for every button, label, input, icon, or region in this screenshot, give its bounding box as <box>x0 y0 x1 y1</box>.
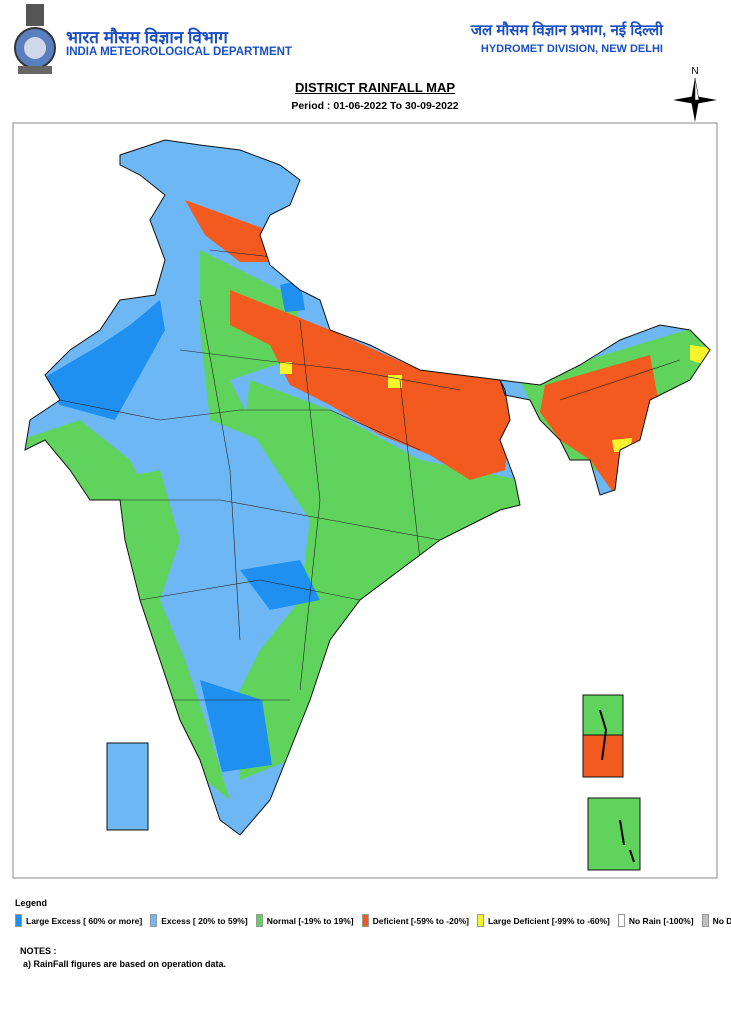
legend-item: Excess [ 20% to 59%] <box>150 914 248 927</box>
legend-label: Excess [ 20% to 59%] <box>161 915 248 926</box>
legend-swatch <box>701 914 709 927</box>
legend-item: Large Deficient [-99% to -60%] <box>476 914 610 927</box>
legend-label: Large Excess [ 60% or more] <box>26 915 143 926</box>
legend-item: Large Excess [ 60% or more] <box>15 914 142 927</box>
legend: Large Excess [ 60% or more] Excess [ 20% … <box>15 914 731 927</box>
legend-item: Normal [-19% to 19%] <box>255 914 354 927</box>
legend-swatch <box>476 914 484 927</box>
legend-swatch <box>150 914 158 927</box>
note: a) RainFall figures are based on operati… <box>23 959 227 969</box>
notes: a) RainFall figures are based on operati… <box>23 959 226 969</box>
hindi-title: भारत मौसम विज्ञान विभाग <box>66 28 228 47</box>
division-hindi: जल मौसम विज्ञान प्रभाग, नई दिल्ली <box>470 22 663 39</box>
legend-label: No Data <box>712 915 731 926</box>
legend-item: No Data <box>701 914 731 927</box>
north-label: N <box>691 66 698 77</box>
legend-title: Legend <box>15 898 48 908</box>
period: Period : 01-06-2022 To 30-09-2022 <box>291 100 459 112</box>
notes-title: NOTES : <box>20 946 57 956</box>
legend-item: No Rain [-100%] <box>617 914 694 927</box>
org-title: INDIA METEOROLOGICAL DEPARTMENT <box>66 46 292 58</box>
legend-swatch <box>617 914 625 927</box>
legend-swatch <box>15 914 22 927</box>
map <box>12 122 718 879</box>
legend-label: No Rain [-100%] <box>628 915 694 926</box>
legend-item: Deficient [-59% to -20%] <box>361 914 469 927</box>
legend-label: Normal [-19% to 19%] <box>266 915 354 926</box>
legend-label: Deficient [-59% to -20%] <box>372 915 469 926</box>
north-arrow: N <box>673 66 717 122</box>
emblem <box>14 4 56 74</box>
legend-swatch <box>361 914 369 927</box>
map-title: DISTRICT RAINFALL MAP <box>294 80 456 95</box>
legend-swatch <box>255 914 263 927</box>
division: HYDROMET DIVISION, NEW DELHI <box>480 43 663 55</box>
legend-label: Large Deficient [-99% to -60%] <box>487 915 610 926</box>
